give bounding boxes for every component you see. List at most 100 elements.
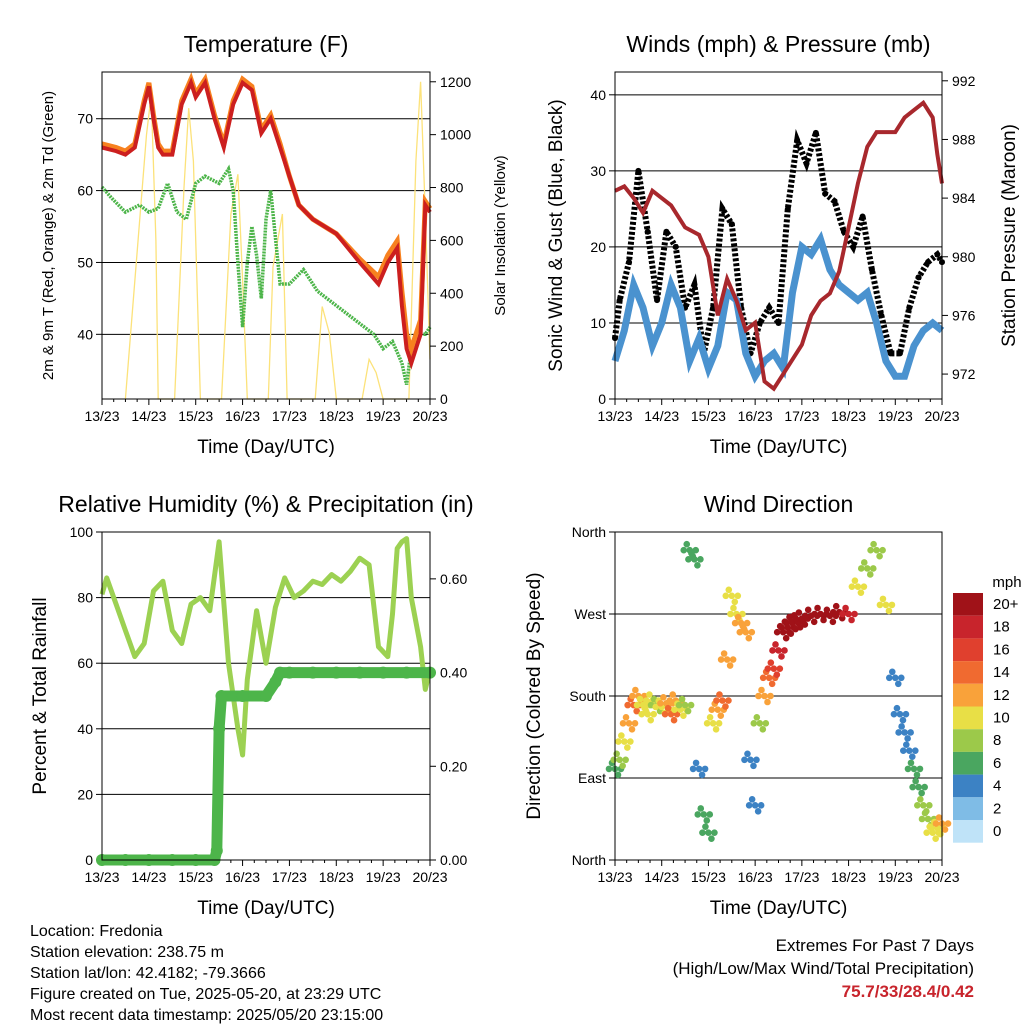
direction-point	[839, 610, 846, 618]
x-tick-label: 20/23	[924, 869, 959, 885]
direction-point	[726, 662, 734, 669]
y-tick-label: 40	[77, 326, 93, 342]
direction-point	[890, 710, 898, 718]
direction-point	[857, 589, 865, 596]
legend-swatch	[953, 729, 983, 752]
y-tick-label: North	[572, 852, 606, 868]
legend-swatch	[953, 683, 983, 707]
direction-point	[820, 612, 828, 620]
direction-point	[759, 726, 767, 733]
precip-point	[210, 844, 223, 857]
direction-point	[848, 616, 855, 624]
direction-point	[701, 765, 709, 773]
direction-point	[706, 811, 714, 818]
precip-point	[215, 690, 228, 702]
direction-point	[621, 738, 628, 745]
direction-point	[670, 716, 678, 724]
direction-point	[661, 710, 669, 718]
direction-point	[644, 710, 651, 718]
direction-point	[832, 602, 840, 610]
direction-point	[694, 811, 702, 818]
direction-point	[932, 820, 940, 827]
x-tick-label: 19/23	[366, 869, 401, 885]
pressure-series-line	[614, 99, 944, 392]
direction-point	[714, 706, 722, 713]
direction-point	[742, 628, 750, 636]
direction-point	[616, 756, 623, 764]
direction-point	[756, 720, 764, 727]
legend-swatch	[953, 774, 983, 798]
legend-label: 12	[993, 687, 1010, 704]
direction-point	[605, 765, 613, 773]
legend-swatch	[953, 615, 983, 639]
direction-point	[680, 546, 688, 554]
direction-point	[757, 802, 765, 809]
direction-point	[918, 815, 926, 823]
direction-point	[909, 753, 916, 760]
precip-point	[306, 666, 319, 679]
legend-swatch	[953, 661, 983, 684]
x-tick-label: 18/23	[831, 408, 866, 424]
direction-point	[869, 565, 877, 572]
chart-title: Temperature (F)	[184, 31, 349, 57]
direction-point	[848, 583, 856, 590]
y-axis-label: Direction (Colored By Speed)	[524, 572, 545, 819]
legend-label: 20+	[993, 596, 1019, 613]
direction-point	[703, 817, 711, 824]
direction-point	[916, 765, 924, 773]
x-axis-label: Time (Day/UTC)	[197, 898, 335, 919]
direction-point	[781, 647, 788, 654]
direction-point	[935, 814, 943, 821]
direction-point	[624, 701, 631, 709]
direction-point	[613, 750, 620, 758]
direction-point	[700, 811, 708, 818]
direction-point	[725, 586, 733, 594]
direction-point	[928, 824, 935, 832]
legend-label: 6	[993, 755, 1001, 772]
precip-point	[377, 666, 390, 679]
x-tick-label: 13/23	[84, 408, 119, 424]
direction-point	[854, 583, 862, 590]
dewpoint-series-line	[100, 164, 432, 385]
direction-point	[745, 802, 753, 809]
direction-point	[694, 562, 701, 569]
direction-point	[708, 706, 716, 713]
y-right-tick-label: 984	[952, 190, 976, 206]
direction-point	[829, 618, 837, 626]
direction-point	[926, 802, 933, 809]
direction-point	[870, 540, 877, 548]
legend-swatch	[953, 706, 983, 730]
gust-point	[784, 205, 791, 212]
y-tick-label: 10	[590, 315, 606, 331]
direction-point	[650, 710, 657, 718]
direction-point	[898, 723, 905, 730]
y-right-tick-label: 0.60	[440, 571, 467, 587]
gust-point	[794, 137, 801, 144]
direction-point	[731, 619, 739, 627]
plot-border	[614, 531, 943, 861]
gust-point	[672, 243, 679, 250]
x-tick-label: 14/23	[644, 869, 679, 885]
y-tick-label: 0	[598, 391, 606, 407]
direction-point	[629, 692, 636, 700]
direction-point	[902, 710, 910, 718]
direction-point	[633, 707, 640, 715]
legend-swatch	[953, 638, 983, 662]
direction-point	[787, 630, 795, 637]
direction-point	[748, 796, 756, 803]
direction-point	[722, 703, 729, 710]
direction-point	[860, 559, 868, 566]
direction-point	[667, 710, 675, 718]
direction-point	[631, 720, 639, 727]
direction-point	[744, 750, 751, 758]
direction-point	[666, 697, 674, 704]
gust-point	[756, 319, 763, 326]
direction-point	[885, 607, 893, 615]
location-text: Location: Fredonia	[30, 923, 163, 940]
gust-point	[850, 243, 857, 250]
direction-point	[750, 762, 757, 770]
temperature-chart: 40 50 60 70 13/23 14/23 15/23 16/23 17/23 18/23 19…	[40, 31, 509, 458]
x-axis-label: Time (Day/UTC)	[710, 898, 848, 919]
direction-point	[867, 546, 874, 554]
direction-point	[736, 628, 744, 636]
